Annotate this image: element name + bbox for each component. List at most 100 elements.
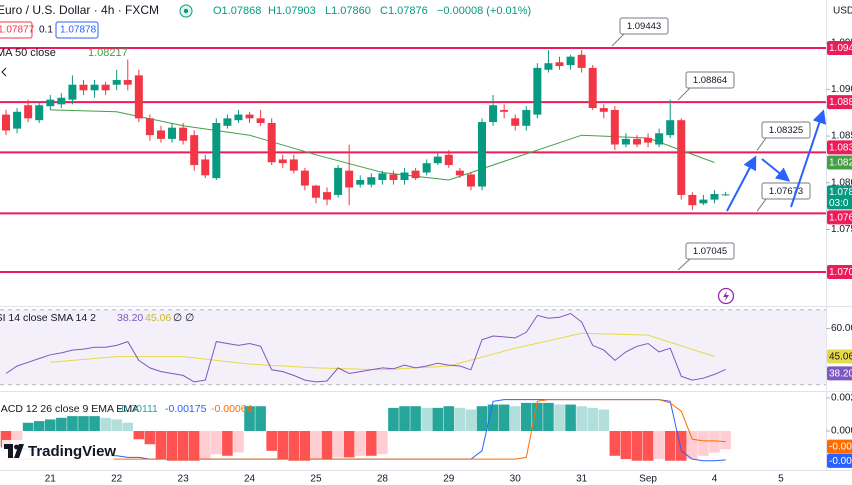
candle-body: [256, 118, 265, 124]
candle-body: [655, 133, 664, 145]
candle-body: [721, 194, 730, 196]
macd-tick-label: 0.00000: [831, 426, 852, 437]
time-tick-label: 22: [111, 474, 123, 485]
macd-histogram-bar: [487, 404, 499, 431]
macd-signal-value: -0.00064: [211, 403, 253, 415]
level-tag: 1.07673: [829, 212, 852, 223]
rsi-sma-legend-value: 45.06: [145, 312, 171, 324]
macd-histogram-bar: [211, 431, 222, 455]
macd-histogram-bar: [288, 431, 300, 461]
callout-leader: [677, 258, 691, 271]
callout-box: [685, 71, 735, 89]
candle-body: [433, 156, 442, 164]
projection-arrow: [726, 155, 757, 212]
candle-body: [577, 54, 586, 68]
candle-body: [145, 118, 154, 136]
macd-histogram-bar: [642, 431, 654, 461]
macd-histogram-bar: [443, 406, 455, 431]
macd-histogram-bar: [177, 431, 189, 461]
candle-body: [444, 154, 453, 166]
alert-bolt: [723, 291, 729, 301]
callout-box: [761, 121, 811, 139]
macd-histogram-bar: [520, 402, 532, 431]
rsi-sma-tag-bg: [827, 349, 852, 364]
ohlc-open: O1.07868: [213, 5, 261, 17]
candle-body: [345, 170, 354, 188]
time-tick-label: 29: [443, 474, 455, 485]
buy-button[interactable]: [55, 21, 99, 39]
candle-body: [234, 114, 243, 121]
time-tick-label: 24: [244, 474, 256, 485]
currency: USD: [833, 6, 852, 17]
macd-histogram-bar: [354, 431, 366, 456]
spread: 0.1: [39, 25, 53, 36]
status-dot: [183, 8, 189, 14]
candle-body: [90, 84, 99, 91]
candle-body: [323, 192, 332, 200]
macd-histogram-bar: [631, 431, 643, 461]
macd-tick-label: 0.00200: [831, 393, 852, 404]
level-tag-bg: [827, 265, 852, 280]
time-tick-label: 28: [377, 474, 389, 485]
macd-histogram-bar: [222, 431, 233, 456]
candle-body: [500, 109, 509, 112]
macd-histogram-bar: [111, 419, 122, 431]
level-tag: 1.07045: [829, 267, 852, 278]
macd-histogram-bar: [421, 407, 432, 431]
macd-histogram-bar: [144, 431, 156, 445]
ma-legend-value: 1.08217: [88, 47, 128, 59]
projection-arrow: [761, 158, 791, 182]
level-tag-bg: [827, 95, 852, 110]
callout-box: [619, 17, 669, 35]
macd-histogram-bar: [0, 431, 12, 448]
macd-histogram-bar: [22, 422, 34, 431]
level-tag: 1.08325: [829, 143, 852, 154]
candle-body: [644, 137, 653, 143]
candle-body: [101, 84, 110, 91]
logo-dot: [14, 444, 19, 450]
rsi-line: [5, 312, 726, 383]
macd-histogram-bar: [67, 416, 78, 431]
candle-body: [422, 163, 431, 173]
macd-histogram-bar: [388, 407, 399, 431]
macd-histogram-bar: [310, 431, 322, 460]
time-tick-label: 23: [178, 474, 190, 485]
candle-body: [367, 177, 376, 185]
candle-body: [245, 114, 254, 119]
candle-body: [311, 185, 320, 198]
macd-histogram-bar: [266, 431, 277, 451]
symbol: Euro / U.S. Dollar · 4h · FXCM: [0, 3, 159, 17]
signal-tag-bg: [827, 439, 852, 454]
logo-text[interactable]: TradingView: [28, 443, 116, 460]
candle-body: [79, 84, 88, 91]
candle-body: [688, 194, 697, 206]
macd-histogram-bar: [122, 422, 134, 431]
sell-button[interactable]: [0, 21, 33, 39]
price-tick-label: 1.07500: [831, 224, 852, 235]
candle-body: [522, 109, 531, 126]
macd-histogram-bar: [498, 404, 510, 431]
candle-body: [699, 199, 708, 204]
macd-histogram-bar: [653, 431, 665, 460]
callout-label: 1.07045: [693, 246, 727, 257]
candle-body: [666, 120, 675, 136]
macd-histogram-bar: [366, 431, 377, 456]
candle-body: [455, 170, 464, 176]
ma-legend: MA 50 close: [0, 47, 56, 59]
ma-tag: 1.08217: [829, 158, 852, 169]
macd-histogram-bar: [720, 431, 731, 450]
logo-icon[interactable]: [4, 444, 24, 458]
level-tag: 1.09443: [829, 43, 852, 54]
macd-histogram-bar: [277, 431, 289, 460]
candle-body: [710, 194, 719, 200]
macd-histogram-bar: [166, 431, 178, 461]
callout-label: 1.09443: [627, 21, 661, 32]
candle-body: [24, 105, 33, 119]
macd-histogram-bar: [454, 407, 466, 431]
level-tag-bg: [827, 140, 852, 155]
time-tick-label: 30: [510, 474, 522, 485]
collapse-icon[interactable]: [1, 67, 7, 77]
time-tick-label: 31: [576, 474, 588, 485]
candle-body: [57, 97, 66, 105]
bid-price: 1.07877: [0, 25, 35, 36]
